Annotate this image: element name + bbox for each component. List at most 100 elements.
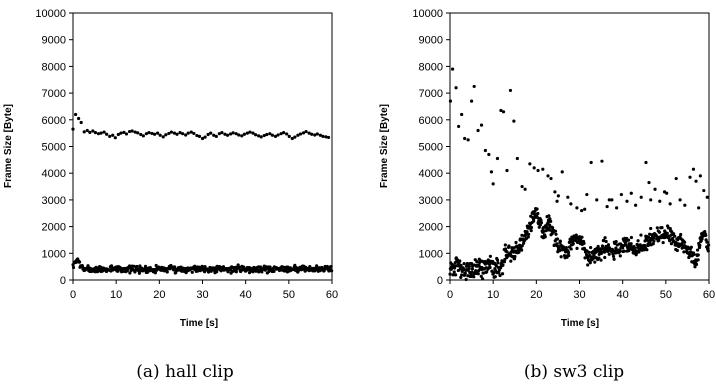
data-point bbox=[566, 250, 571, 255]
data-point bbox=[469, 99, 474, 103]
data-point bbox=[600, 250, 604, 254]
data-point bbox=[523, 187, 527, 191]
data-point bbox=[492, 271, 496, 275]
data-point bbox=[480, 277, 485, 281]
y-tick-label: 0 bbox=[437, 275, 443, 287]
x-tick-label: 10 bbox=[110, 289, 122, 301]
data-point bbox=[604, 239, 608, 244]
data-point bbox=[585, 192, 589, 197]
data-point bbox=[307, 131, 311, 135]
data-point bbox=[448, 272, 452, 276]
data-point bbox=[507, 244, 511, 248]
data-point bbox=[153, 271, 157, 275]
y-tick-label: 6000 bbox=[42, 115, 66, 127]
data-point bbox=[595, 198, 599, 202]
data-point bbox=[290, 136, 294, 141]
data-point bbox=[217, 132, 221, 136]
data-point bbox=[674, 176, 678, 181]
data-point bbox=[549, 176, 553, 181]
data-point bbox=[574, 233, 578, 237]
data-point bbox=[215, 270, 219, 274]
y-tick-label: 3000 bbox=[419, 195, 443, 207]
data-point bbox=[499, 108, 503, 113]
data-point bbox=[618, 249, 622, 253]
data-point bbox=[619, 192, 623, 197]
data-point bbox=[514, 240, 518, 245]
data-point bbox=[503, 243, 507, 247]
data-point bbox=[501, 110, 506, 114]
data-point bbox=[476, 128, 480, 133]
data-point bbox=[192, 131, 196, 136]
y-tick-label: 0 bbox=[60, 275, 66, 287]
data-point bbox=[479, 123, 484, 127]
data-point bbox=[629, 191, 633, 195]
data-point bbox=[509, 259, 513, 263]
data-point bbox=[583, 207, 587, 211]
data-point bbox=[169, 130, 174, 134]
x-tick-label: 0 bbox=[447, 289, 453, 301]
data-point bbox=[130, 129, 134, 133]
data-point bbox=[532, 166, 536, 170]
data-point bbox=[575, 246, 579, 250]
data-point bbox=[512, 119, 516, 123]
data-point bbox=[626, 238, 631, 242]
panel-hall-clip: Frame Size [Byte] Time [s] (a) hall clip… bbox=[3, 8, 338, 382]
data-point bbox=[116, 132, 120, 137]
data-point bbox=[622, 249, 627, 253]
data-point bbox=[670, 230, 674, 234]
data-point bbox=[202, 270, 207, 274]
data-point bbox=[520, 184, 524, 189]
data-point bbox=[547, 214, 551, 218]
data-point bbox=[165, 270, 169, 274]
data-point bbox=[322, 268, 326, 273]
data-point bbox=[127, 129, 132, 134]
data-point bbox=[223, 132, 227, 136]
data-point bbox=[669, 242, 674, 246]
data-point bbox=[569, 247, 573, 251]
data-point bbox=[567, 253, 571, 258]
data-point bbox=[513, 254, 517, 259]
data-point bbox=[548, 217, 552, 221]
data-point bbox=[593, 260, 597, 264]
data-point bbox=[587, 250, 591, 254]
data-point bbox=[706, 249, 710, 253]
data-point bbox=[225, 133, 230, 137]
data-point bbox=[653, 187, 657, 191]
data-point bbox=[603, 255, 607, 260]
data-point bbox=[566, 195, 570, 199]
data-point bbox=[329, 269, 334, 273]
data-point bbox=[580, 208, 584, 213]
data-point bbox=[555, 199, 559, 203]
data-point bbox=[172, 131, 177, 135]
data-point bbox=[660, 225, 664, 230]
data-point bbox=[85, 128, 89, 133]
data-point bbox=[491, 182, 495, 186]
data-point bbox=[700, 237, 704, 241]
data-point bbox=[665, 231, 669, 235]
data-point bbox=[137, 271, 142, 275]
x-tick-label: 10 bbox=[487, 289, 499, 301]
data-point bbox=[688, 175, 692, 179]
data-point bbox=[111, 133, 115, 137]
data-point bbox=[93, 131, 98, 135]
data-point bbox=[197, 134, 202, 138]
x-tick-label: 60 bbox=[326, 289, 338, 301]
data-point bbox=[464, 277, 468, 282]
y-tick-label: 9000 bbox=[42, 35, 66, 47]
data-point bbox=[242, 132, 246, 136]
data-point bbox=[164, 133, 168, 137]
data-point bbox=[589, 160, 593, 165]
data-point bbox=[580, 235, 584, 239]
data-point bbox=[495, 156, 500, 161]
data-point bbox=[639, 195, 643, 199]
data-point bbox=[119, 131, 123, 135]
data-point bbox=[189, 130, 193, 134]
data-point bbox=[606, 243, 611, 247]
data-point bbox=[541, 167, 545, 171]
data-point bbox=[450, 67, 455, 71]
data-point bbox=[220, 131, 224, 135]
data-point bbox=[237, 265, 241, 270]
data-point bbox=[493, 275, 497, 279]
y-tick-label: 4000 bbox=[42, 168, 66, 180]
data-point bbox=[253, 133, 258, 137]
